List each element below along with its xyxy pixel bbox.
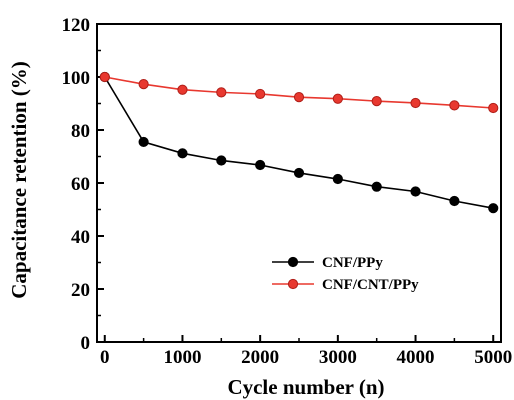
- x-axis-title: Cycle number (n): [227, 375, 384, 399]
- x-tick-label: 1000: [163, 347, 201, 368]
- y-tick-label: 20: [71, 280, 90, 301]
- legend-label: CNF/PPy: [322, 255, 383, 271]
- legend-swatch-marker: [287, 256, 299, 268]
- data-point: [488, 203, 499, 214]
- data-point: [177, 84, 188, 95]
- series-layer: [99, 71, 499, 214]
- x-tick-label: 2000: [241, 347, 279, 368]
- y-tick-label: 120: [62, 15, 91, 36]
- x-tick-label: 0: [100, 347, 110, 368]
- data-point: [449, 195, 460, 207]
- data-point: [410, 97, 421, 109]
- data-point: [371, 96, 382, 107]
- data-point: [332, 93, 343, 104]
- legend-item: CNF/PPy: [272, 255, 383, 271]
- axes: 0 1000 2000 3000 4000 5000 0 20 40 60 80 100 120: [62, 15, 513, 368]
- y-axis-title: Capacitance retention (%): [7, 61, 31, 299]
- y-tick-label: 0: [81, 333, 91, 354]
- y-tick-label: 100: [62, 68, 91, 89]
- data-point: [138, 79, 149, 90]
- x-tick-label: 5000: [474, 347, 512, 368]
- data-point: [488, 102, 499, 114]
- y-tick-label: 60: [71, 174, 90, 195]
- y-tick-label: 80: [71, 121, 90, 142]
- data-point: [293, 167, 305, 179]
- series-2: [99, 71, 499, 114]
- x-tick-label: 4000: [397, 347, 435, 368]
- data-point: [371, 181, 382, 192]
- data-point: [177, 148, 188, 159]
- data-point: [255, 159, 266, 171]
- plot-frame: [96, 23, 502, 343]
- y-tick-label: 40: [71, 227, 90, 248]
- x-tick-label: 3000: [319, 347, 357, 368]
- legend-swatch-marker: [287, 278, 299, 290]
- data-point: [216, 87, 227, 98]
- legend-item: CNF/CNT/PPy: [272, 277, 419, 293]
- data-point: [255, 88, 266, 100]
- data-point: [99, 71, 110, 83]
- data-point: [216, 155, 227, 166]
- data-point: [138, 136, 149, 148]
- legend-label: CNF/CNT/PPy: [322, 277, 419, 293]
- data-point: [332, 173, 343, 185]
- data-point: [449, 100, 460, 111]
- legend: CNF/PPy CNF/CNT/PPy: [272, 255, 419, 293]
- series-1: [99, 71, 499, 214]
- data-point: [410, 186, 421, 197]
- data-point: [293, 92, 305, 103]
